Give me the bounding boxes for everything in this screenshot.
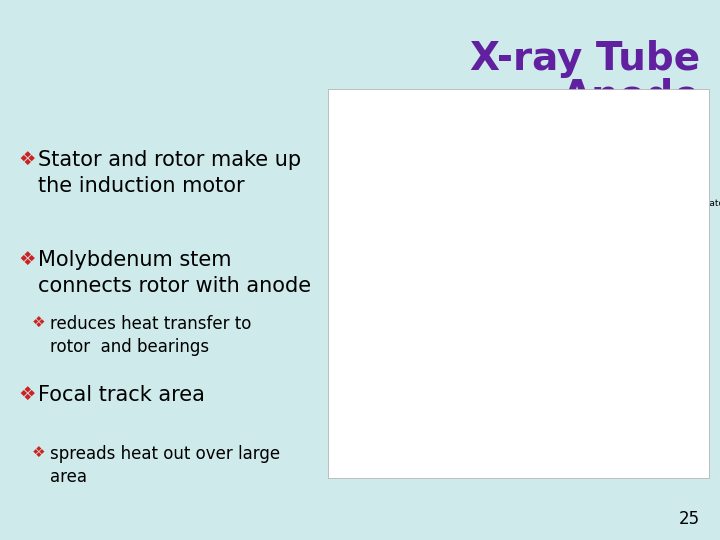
Bar (683, 194, 696, 205)
Bar (586, 137, 680, 153)
Text: ❖: ❖ (32, 445, 45, 460)
Text: Bearings: Bearings (592, 460, 632, 469)
Text: Support: Support (604, 294, 642, 305)
Bar (665, 388, 678, 400)
Text: ❖: ❖ (18, 385, 35, 404)
Ellipse shape (560, 157, 574, 211)
Bar (586, 210, 680, 225)
Bar (404, 366, 410, 389)
Bar (375, 370, 408, 384)
Bar (600, 347, 668, 408)
Text: ❖: ❖ (18, 250, 35, 269)
Bar (597, 128, 631, 150)
Text: 25: 25 (679, 510, 700, 528)
Bar (487, 364, 497, 398)
Text: Focal track area: Focal track area (38, 385, 205, 405)
Bar (578, 153, 690, 210)
Bar (683, 163, 696, 173)
Bar (367, 367, 376, 388)
Bar (518, 364, 526, 398)
Text: ❖: ❖ (32, 315, 45, 330)
Polygon shape (567, 359, 600, 403)
Text: Anode: Anode (562, 78, 700, 116)
Bar (690, 160, 700, 207)
Text: Molybdenum stem: Molybdenum stem (420, 460, 504, 469)
Text: spreads heat out over large
area: spreads heat out over large area (50, 445, 280, 486)
Bar (344, 369, 357, 386)
Text: Stator and rotor make up
the induction motor: Stator and rotor make up the induction m… (38, 150, 301, 195)
Bar (428, 364, 437, 398)
Bar (638, 128, 672, 150)
Ellipse shape (358, 333, 368, 422)
Bar (597, 203, 631, 225)
Text: ❖: ❖ (18, 150, 35, 169)
Circle shape (437, 174, 465, 193)
Text: reduces heat transfer to
rotor  and bearings: reduces heat transfer to rotor and beari… (50, 315, 251, 356)
Bar (410, 403, 567, 422)
Bar (610, 377, 655, 400)
Circle shape (446, 180, 456, 187)
Bar (410, 373, 567, 389)
Bar (458, 364, 467, 398)
Text: Molybdenum stem
connects rotor with anode: Molybdenum stem connects rotor with anod… (38, 250, 311, 295)
Bar (665, 355, 678, 367)
Text: Anode disk: Anode disk (424, 273, 478, 284)
Bar (668, 354, 685, 401)
Wedge shape (359, 120, 543, 247)
Bar (572, 172, 578, 195)
Text: X-ray Tube: X-ray Tube (470, 40, 700, 78)
Bar (638, 203, 672, 225)
Text: Rotor: Rotor (460, 294, 487, 305)
Text: Stator: Stator (700, 199, 720, 208)
Bar (410, 340, 567, 359)
Bar (610, 350, 655, 373)
Text: Spindle: Spindle (369, 294, 405, 305)
Bar (410, 359, 567, 403)
